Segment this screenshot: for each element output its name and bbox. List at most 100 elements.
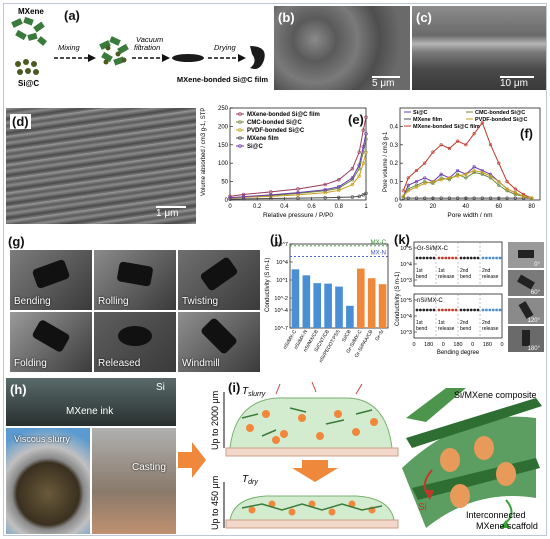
bar-j: [367, 278, 376, 328]
y-tick-label-j: 10^-7: [274, 326, 288, 332]
x-tick-label-e: 0.2: [253, 204, 262, 210]
panel-label-a: (a): [64, 8, 80, 23]
data-point-f: [488, 143, 493, 147]
data-point-f: [439, 178, 443, 182]
series-line-f: [402, 170, 532, 199]
data-point-e: [323, 182, 327, 187]
photo-caption: Rolling: [98, 296, 129, 307]
data-point-e: [361, 161, 365, 165]
data-point-f: [439, 172, 443, 176]
panel-label-i: (i): [228, 380, 241, 395]
photo-caption: Twisting: [182, 296, 219, 307]
si-particles-slurry: [246, 410, 378, 444]
y-tick-label-k: 10^5: [400, 298, 412, 304]
subplot-label-k: nSi/MX-C: [417, 298, 443, 304]
data-point-f: [401, 189, 405, 193]
y-tick-label-k: 10^3: [400, 278, 412, 284]
panel-j-chart: (j) 10^7 10^4 10^1 10^-2 10^-4 10^-7 Conductiv…: [262, 230, 392, 374]
x-axis-label-k: Bending degree: [437, 350, 480, 356]
data-point-k: [498, 308, 502, 312]
segment-label-k: release: [438, 326, 455, 332]
data-point-k: [481, 256, 485, 260]
data-point-f: [431, 179, 435, 184]
bar-j: [346, 305, 354, 328]
data-point-k: [429, 308, 432, 312]
data-point-f: [488, 196, 493, 200]
data-point-e: [364, 191, 368, 196]
data-point-f: [456, 196, 460, 200]
film-sample: [199, 316, 239, 356]
segment-label-k: 2nd: [460, 320, 469, 326]
data-point-k: [425, 308, 429, 312]
data-point-k: [419, 256, 422, 260]
panel-f-chart: (f) 0 20 40 60 80 0 0.1 0.2 0.3 0.4 Pore width / n…: [380, 100, 546, 228]
legend-label-f: CMC-bonded Si@C: [475, 110, 525, 116]
data-point-k: [476, 256, 480, 260]
data-point-k: [444, 308, 448, 312]
panel-label-h: (h): [10, 382, 27, 397]
photo-caption: Released: [98, 358, 141, 369]
data-point-f: [423, 196, 427, 200]
panel-label-e: (e): [348, 112, 364, 127]
data-point-k: [466, 256, 470, 260]
segment-label-k: bend: [416, 326, 427, 332]
data-point-e: [241, 197, 246, 201]
y-tick-label-e: 50: [221, 180, 228, 186]
data-point-e: [296, 193, 300, 197]
y-tick-label-e: 0: [225, 198, 229, 204]
photo-viscous-slurry: Viscous slurry: [6, 428, 90, 534]
panel-h-photos: (h) Si MXene ink Viscous slurry Casting: [6, 378, 176, 534]
segment-label-k: bend: [416, 274, 427, 280]
slurry-blob: [229, 397, 393, 449]
scale-label-d: 1 μm: [156, 208, 179, 219]
series-line-e: [229, 117, 367, 197]
data-point-f: [431, 181, 435, 186]
data-point-k: [425, 256, 429, 260]
film-sample: [31, 258, 71, 290]
data-point-k: [481, 308, 485, 312]
data-point-k: [419, 308, 422, 312]
angle-label-k: 0°: [534, 262, 540, 268]
mixed-material: [99, 36, 129, 66]
data-point-k: [437, 308, 441, 312]
data-point-f: [505, 196, 509, 200]
data-point-k: [459, 308, 463, 312]
data-point-f: [447, 178, 452, 182]
arrow-drying-down: [292, 460, 338, 482]
data-point-e: [350, 195, 355, 199]
panel-i-schematic: (i) Up to 2000 μm Up to 450 μm Tslurry T…: [206, 378, 546, 534]
data-point-f: [488, 174, 493, 178]
legend-label-e: Si@C: [247, 144, 264, 150]
y-axis-label-f: Pore volume / cm3 g-1: [383, 131, 389, 192]
legend-marker-e: [238, 128, 242, 132]
photo-released: Released: [94, 312, 176, 372]
data-point-f: [456, 168, 460, 173]
data-point-f: [431, 150, 435, 154]
x-tick-label-e: 0.8: [335, 204, 344, 210]
data-point-f: [464, 172, 468, 176]
x-tick-label-e: 1: [364, 204, 368, 210]
vacuum-label-2: filtration: [134, 43, 160, 52]
y-tick-label-e: 100: [218, 161, 229, 167]
data-point-e: [350, 182, 355, 187]
data-point-e: [296, 196, 300, 200]
sic-particles: [15, 59, 39, 75]
bar-j: [313, 283, 322, 328]
t-dry-label: Tdry: [242, 474, 258, 486]
data-point-e: [323, 196, 327, 200]
data-point-k: [415, 256, 419, 260]
data-point-k: [495, 256, 498, 260]
si-powder-label: Si: [156, 382, 165, 393]
composite-sheet-top: [406, 398, 542, 448]
photo-windmill: Windmill: [178, 312, 260, 372]
y-tick-label-k: 10^4: [400, 262, 412, 268]
data-point-f: [472, 168, 476, 173]
mxene-ink-label: MXene ink: [66, 406, 114, 417]
data-point-e: [361, 128, 365, 132]
scale-bar-b: [372, 76, 400, 78]
data-point-f: [497, 161, 501, 165]
data-point-f: [472, 165, 476, 169]
segment-label-k: 1st: [438, 320, 445, 326]
data-point-f: [439, 176, 443, 180]
series-line-f: [402, 171, 532, 199]
